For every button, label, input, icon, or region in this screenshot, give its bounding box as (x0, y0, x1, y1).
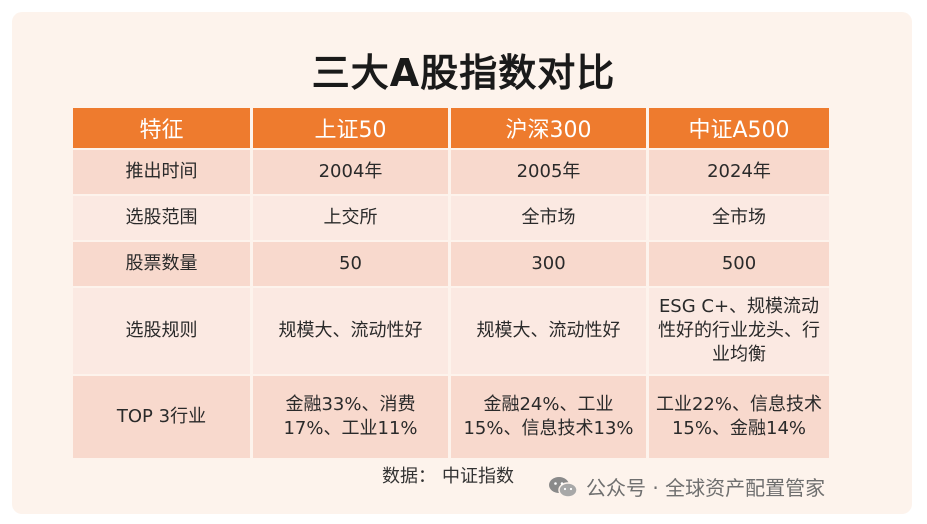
table-cell: 300 (451, 242, 646, 286)
wechat-watermark: 公众号 · 全球资产配置管家 (548, 472, 825, 501)
table-row: 选股范围 上交所 全市场 全市场 (73, 196, 829, 240)
table-row: 推出时间 2004年 2005年 2024年 (73, 150, 829, 194)
table-row: 选股规则 规模大、流动性好 规模大、流动性好 ESG C+、规模流动性好的行业龙… (73, 288, 829, 374)
data-source-value: 中证指数 (442, 466, 514, 487)
row-label: 推出时间 (73, 150, 250, 194)
row-label: 股票数量 (73, 242, 250, 286)
table-cell: 金融33%、消费17%、工业11% (253, 376, 448, 458)
table-cell: 规模大、流动性好 (253, 288, 448, 374)
row-label: 选股规则 (73, 288, 250, 374)
table-row: TOP 3行业 金融33%、消费17%、工业11% 金融24%、工业15%、信息… (73, 376, 829, 458)
table-cell: 金融24%、工业15%、信息技术13% (451, 376, 646, 458)
table-cell: 2004年 (253, 150, 448, 194)
header-feature: 特征 (73, 108, 250, 148)
wechat-icon (549, 476, 578, 498)
table-row: 股票数量 50 300 500 (73, 242, 829, 286)
row-label: TOP 3行业 (73, 376, 250, 458)
index-comparison-table: 特征 上证50 沪深300 中证A500 推出时间 2004年 2005年 20… (70, 106, 832, 460)
row-label: 选股范围 (73, 196, 250, 240)
table-cell: 全市场 (451, 196, 646, 240)
table-cell: 500 (649, 242, 829, 286)
header-sse50: 上证50 (253, 108, 448, 148)
page-title: 三大A股指数对比 (311, 51, 616, 95)
table-cell: 规模大、流动性好 (451, 288, 646, 374)
table-cell: 2024年 (649, 150, 829, 194)
table-cell: 全市场 (649, 196, 829, 240)
table-cell: ESG C+、规模流动性好的行业龙头、行业均衡 (649, 288, 829, 374)
table-cell: 上交所 (253, 196, 448, 240)
table-cell: 50 (253, 242, 448, 286)
data-source-label: 数据： (382, 466, 436, 487)
table-cell: 工业22%、信息技术15%、金融14% (649, 376, 829, 458)
header-csia500: 中证A500 (649, 108, 829, 148)
table-cell: 2005年 (451, 150, 646, 194)
table-header-row: 特征 上证50 沪深300 中证A500 (73, 108, 829, 148)
watermark-text: 公众号 · 全球资产配置管家 (586, 476, 826, 500)
data-source: 数据： 中证指数 (382, 462, 520, 488)
header-csi300: 沪深300 (451, 108, 646, 148)
